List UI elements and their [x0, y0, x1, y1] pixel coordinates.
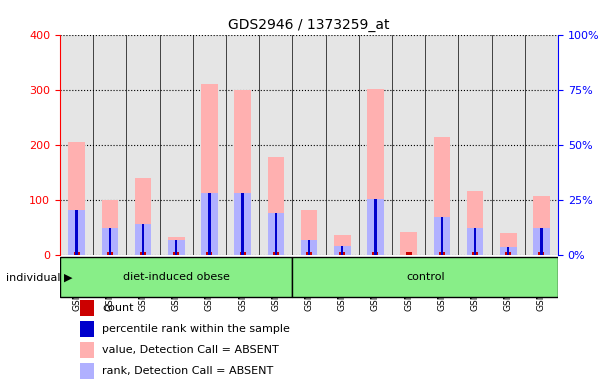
Bar [538, 252, 544, 255]
Bar [239, 252, 245, 255]
FancyBboxPatch shape [60, 257, 292, 297]
Bar [440, 217, 443, 255]
Bar [235, 90, 251, 255]
Bar [101, 228, 118, 255]
Bar [505, 252, 511, 255]
Title: GDS2946 / 1373259_at: GDS2946 / 1373259_at [228, 18, 390, 32]
Bar [500, 247, 517, 255]
Bar [168, 240, 185, 255]
Bar [60, 35, 93, 255]
Text: rank, Detection Call = ABSENT: rank, Detection Call = ABSENT [103, 366, 274, 376]
Bar [109, 228, 111, 255]
Bar [433, 217, 450, 255]
Bar [433, 137, 450, 255]
Bar [74, 252, 80, 255]
Bar [168, 237, 185, 255]
Bar [308, 240, 310, 255]
Text: value, Detection Call = ABSENT: value, Detection Call = ABSENT [103, 345, 279, 355]
Bar [326, 35, 359, 255]
Bar [208, 193, 211, 255]
Bar [142, 224, 144, 255]
Bar [533, 228, 550, 255]
Text: percentile rank within the sample: percentile rank within the sample [103, 324, 290, 334]
Bar [268, 213, 284, 255]
Bar [533, 195, 550, 255]
Bar [76, 210, 78, 255]
Bar [107, 252, 113, 255]
Bar [425, 35, 458, 255]
Bar [259, 35, 292, 255]
Bar [134, 178, 151, 255]
Bar [507, 247, 509, 255]
Bar [525, 35, 558, 255]
Bar [500, 233, 517, 255]
Bar [540, 228, 542, 255]
Bar [93, 35, 127, 255]
Bar [374, 199, 377, 255]
Bar [80, 363, 94, 379]
Bar [206, 252, 212, 255]
Bar [140, 252, 146, 255]
Text: individual ▶: individual ▶ [6, 272, 73, 282]
Bar [226, 35, 259, 255]
Bar [275, 213, 277, 255]
Bar [373, 252, 379, 255]
Bar [201, 193, 218, 255]
Bar [80, 342, 94, 358]
Bar [341, 246, 343, 255]
Bar [268, 157, 284, 255]
Bar [201, 84, 218, 255]
Bar [439, 252, 445, 255]
Bar [301, 210, 317, 255]
Bar [400, 232, 417, 255]
Bar [301, 240, 317, 255]
Bar [68, 142, 85, 255]
Bar [491, 35, 525, 255]
Bar [367, 89, 384, 255]
Bar [175, 240, 178, 255]
Bar [235, 194, 251, 255]
Bar [339, 252, 345, 255]
Bar [80, 321, 94, 337]
Bar [173, 252, 179, 255]
Bar [467, 228, 484, 255]
Bar [359, 35, 392, 255]
Bar [68, 210, 85, 255]
Bar [273, 252, 279, 255]
Bar [160, 35, 193, 255]
Bar [458, 35, 491, 255]
Bar [472, 252, 478, 255]
Text: diet-induced obese: diet-induced obese [123, 272, 230, 282]
Bar [292, 35, 326, 255]
Bar [406, 252, 412, 255]
Bar [241, 194, 244, 255]
Bar [467, 190, 484, 255]
FancyBboxPatch shape [292, 257, 558, 297]
Bar [134, 224, 151, 255]
Bar [306, 252, 312, 255]
Bar [334, 246, 350, 255]
Text: count: count [103, 303, 134, 313]
Bar [80, 300, 94, 316]
Bar [193, 35, 226, 255]
Bar [101, 200, 118, 255]
Bar [474, 228, 476, 255]
Bar [367, 199, 384, 255]
Text: control: control [406, 272, 445, 282]
Bar [127, 35, 160, 255]
Bar [392, 35, 425, 255]
Bar [334, 235, 350, 255]
